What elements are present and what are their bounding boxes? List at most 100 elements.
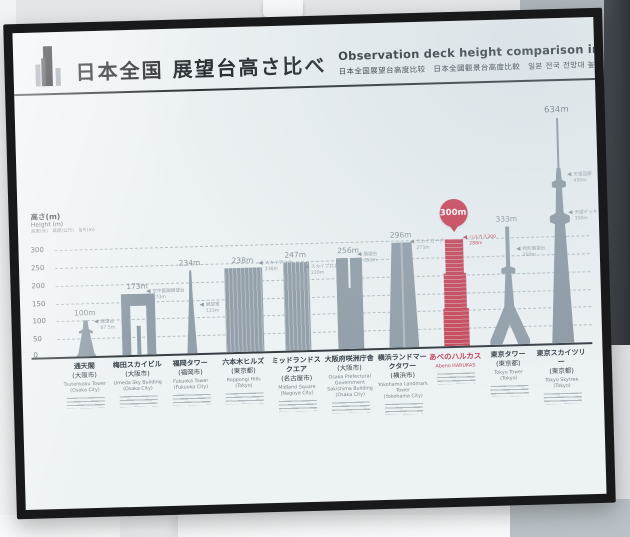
poster-header-right: Observation deck height comparison in Ja… <box>338 41 607 79</box>
tower-height-label: 333m <box>495 214 518 224</box>
poster-title-jp: 日本全国 展望台高さ比べ <box>75 53 327 85</box>
label-roppongi: 六本木ヒルズ (東京都) Roppongi Hills (Tokyo) <box>217 357 272 420</box>
label-abeno-harukas: あべのハルカス Abeno HARUKAS <box>429 351 484 414</box>
label-midland: ミッドランドスクエア (名古屋市) Midland Square (Nagoya… <box>270 356 325 419</box>
balloon-height-label: 300m <box>438 198 468 228</box>
tower-height-label: 296m <box>389 230 412 240</box>
abeno-harukas-silhouette <box>441 239 470 347</box>
tower-city-en: (Tokyo) <box>553 383 571 390</box>
tower-name-jp: あべのハルカス <box>428 351 482 362</box>
arrow-left-icon: ◀ <box>146 288 151 295</box>
deck-annotation: ◀ 展望台 252m <box>357 252 377 264</box>
tick-label: 200 <box>31 281 46 291</box>
deck-height: 288m <box>469 241 483 247</box>
deck-height: 238m <box>264 266 279 273</box>
height-balloon: 300m <box>438 198 468 238</box>
tick-label: 150 <box>31 299 46 309</box>
tick-label: 0 <box>33 351 39 360</box>
deck-name: 特別展望台 <box>522 246 546 253</box>
access-info-lines <box>543 392 582 405</box>
access-info-lines <box>384 403 423 416</box>
deck-annotation: ◀ スカイガーデン 273m <box>410 239 449 252</box>
tower-city-en: (Yokohama City) <box>383 393 423 401</box>
access-info-lines <box>66 396 105 409</box>
deck-name: 天望デッキ <box>574 210 598 216</box>
tower-fukuoka: 234m ◀ 展望室 123m <box>165 258 220 354</box>
tower-height-label: 256m <box>337 245 360 256</box>
poster-frame: 日本全国 展望台高さ比べ Observation deck height com… <box>3 7 616 520</box>
arrow-left-icon: ◀ <box>567 171 572 178</box>
tower-city-jp: (福岡市) <box>178 368 203 377</box>
deck-height: 250m <box>522 252 536 259</box>
access-info-lines <box>172 393 211 406</box>
tower-city-en: (Tokyo) <box>235 383 253 389</box>
label-fukuoka: 福岡タワー (福岡市) Fukuoka Tower (Fukuoka City) <box>164 359 219 422</box>
tower-tokyo-tower: 333m ◀ 特別展望台 250m <box>483 214 545 345</box>
arrow-left-icon: ◀ <box>516 246 521 253</box>
label-sakishima: 大阪府咲洲庁舎 (大阪市) Osaka Prefectural Governme… <box>323 354 378 417</box>
tower-height-label: 100m <box>73 307 96 318</box>
deck-name: 展望室 <box>205 302 220 308</box>
access-info-lines <box>436 372 475 385</box>
tower-city-jp: (横浜市) <box>390 371 416 380</box>
tsutenkaku-silhouette <box>76 320 96 357</box>
deck-annotation: ◀ 特別展望台 250m <box>516 246 546 259</box>
height-chart: 高さ(m) Height (m) 高度(米) 高度(公尺) 높이(m) 300 … <box>24 86 597 360</box>
label-tokyo-tower: 東京タワー (東京都) Tokyo Tower (Tokyo) <box>482 350 537 413</box>
arrow-left-icon: ◀ <box>258 260 263 267</box>
harukas-logo-icon <box>35 46 61 87</box>
tower-city-jp: (大阪市) <box>337 363 362 373</box>
tick-label: 100 <box>32 316 46 326</box>
deck-name: 展望台 <box>100 319 115 325</box>
poster-header: 日本全国 展望台高さ比べ Observation deck height com… <box>12 16 607 97</box>
deck-name: 展望台 <box>363 252 378 258</box>
arrow-left-icon: ◀ <box>304 264 309 271</box>
deck-height: 173m <box>152 295 166 301</box>
tower-name-en: Abeno HARUKAS <box>435 363 476 370</box>
deck-annotation: ◀ 空中庭園展望台 173m <box>146 289 185 302</box>
deck-annotation: ◀ 天望デッキ 350m <box>568 210 598 223</box>
access-info-lines <box>119 395 158 408</box>
tower-city-jp: (東京都) <box>231 366 256 376</box>
tower-city-en: (Tokyo) <box>500 376 518 382</box>
poster: 日本全国 展望台高さ比べ Observation deck height com… <box>12 16 607 511</box>
yokohama-landmark-silhouette <box>388 242 419 348</box>
tower-roppongi-hills: 238m ◀ スカイデッキ 238m <box>218 256 292 353</box>
tower-height-label: 234m <box>178 258 201 268</box>
label-umeda: 梅田スカイビル (大阪市) Umeda Sky Building (Osaka … <box>111 360 166 423</box>
tower-midland-square: 247m ◀ スカイプロムナード 220m <box>271 250 352 351</box>
tower-tokyo-skytree: 634m ◀ 天望回廊 450m ◀ 天望デッキ 350m <box>536 105 597 344</box>
deck-height: 273m <box>416 245 430 252</box>
deck-annotation: ◀ 展望台 87.5m <box>93 318 116 333</box>
tower-height-label: 634m <box>543 104 569 116</box>
tower-height-label: 238m <box>231 255 254 266</box>
arrow-left-icon: ◀ <box>409 239 415 246</box>
deck-height: 252m <box>363 258 378 264</box>
tick-label: 300 <box>30 246 45 255</box>
tick-label: 50 <box>32 335 43 344</box>
fukuoka-tower-silhouette <box>186 270 197 354</box>
tower-name-jp: ミッドランドスクエア <box>271 355 321 374</box>
access-info-lines <box>331 401 370 414</box>
tower-tsutenkaku: 100m ◀ 展望台 87.5m <box>60 308 115 357</box>
arrow-left-icon: ◀ <box>93 318 99 326</box>
label-tokyo-skytree: 東京スカイツリー (東京都) Tokyo Skytree (Tokyo) <box>534 348 589 411</box>
tokyo-tower-silhouette <box>489 226 530 345</box>
deck-height: 220m <box>310 270 325 276</box>
tower-city-jp: (東京都) <box>549 366 574 376</box>
tower-city-jp: (大阪市) <box>72 371 97 380</box>
tick-label: 250 <box>30 264 45 273</box>
plot-area: 100m ◀ 展望台 87.5m 173m ◀ 空中庭園展望台 173m 234m <box>50 86 597 357</box>
tower-name-jp: 横浜ランドマークタワー <box>377 352 427 371</box>
deck-annotation: ◀ 展望室 123m <box>200 302 220 315</box>
tower-height-label: 173m <box>126 281 149 292</box>
deck-height: 87.5m <box>100 325 116 331</box>
tower-yokohama-landmark: 296m ◀ スカイガーデン 273m <box>377 230 448 348</box>
deck-name: 天望回廊 <box>573 172 592 178</box>
deck-height: 123m <box>205 308 220 314</box>
deck-height: 450m <box>573 178 587 184</box>
access-info-lines <box>225 392 264 405</box>
balloon-tail <box>448 224 459 238</box>
tower-name-jp: 東京スカイツリー <box>536 348 586 367</box>
